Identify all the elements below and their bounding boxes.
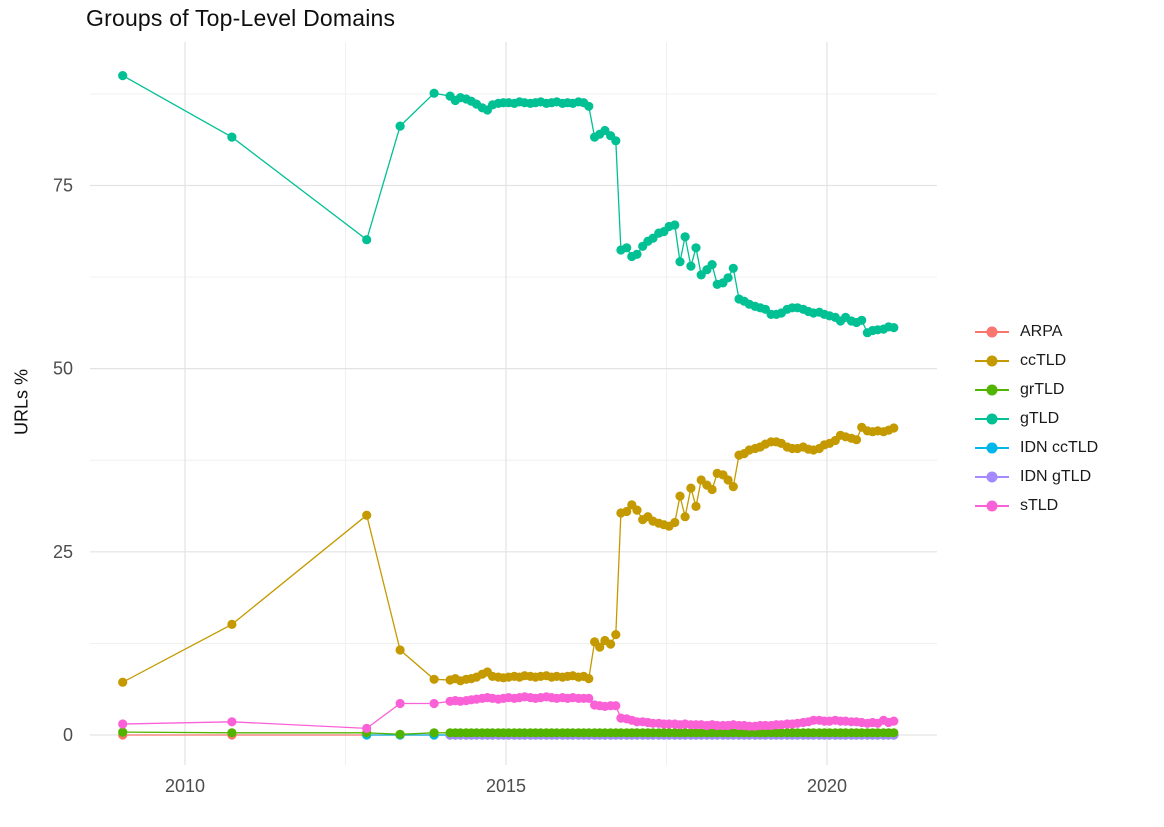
axis-tick-labels: 2010 2015 2020 0 25 50 75 xyxy=(53,175,847,796)
x-tick-label: 2010 xyxy=(165,776,205,796)
legend-item-idn-gtld: IDN gTLD xyxy=(975,462,1098,491)
legend-label: sTLD xyxy=(1020,496,1059,514)
series-grtld xyxy=(118,727,899,739)
y-axis-title: URLs % xyxy=(11,368,32,436)
y-tick-label: 75 xyxy=(53,175,73,195)
gridlines xyxy=(90,42,937,765)
legend-marker-icon xyxy=(975,325,1009,338)
y-tick-label: 25 xyxy=(53,542,73,562)
legend-marker-icon xyxy=(975,383,1009,396)
chart-title: Groups of Top-Level Domains xyxy=(86,5,396,31)
legend-item-cctld: ccTLD xyxy=(975,346,1098,375)
series-cctld xyxy=(118,422,899,687)
legend-marker-icon xyxy=(975,441,1009,454)
y-tick-label: 0 xyxy=(63,725,73,745)
x-tick-label: 2015 xyxy=(486,776,526,796)
legend-marker-icon xyxy=(975,412,1009,425)
legend-item-stld: sTLD xyxy=(975,491,1098,520)
legend-marker-icon xyxy=(975,499,1009,512)
legend-label: gTLD xyxy=(1020,409,1060,427)
legend-item-gtld: gTLD xyxy=(975,404,1098,433)
legend-label: grTLD xyxy=(1020,380,1065,398)
legend-item-grtld: grTLD xyxy=(975,375,1098,404)
legend: ARPA ccTLD grTLD gTLD IDN ccTLD IDN gTLD… xyxy=(975,317,1098,520)
legend-label: ccTLD xyxy=(1020,351,1067,369)
legend-item-arpa: ARPA xyxy=(975,317,1098,346)
y-tick-label: 50 xyxy=(53,359,73,379)
series-gtld xyxy=(118,71,899,338)
legend-marker-icon xyxy=(975,470,1009,483)
x-tick-label: 2020 xyxy=(807,776,847,796)
legend-marker-icon xyxy=(975,354,1009,367)
legend-label: IDN ccTLD xyxy=(1020,438,1099,456)
series-stld xyxy=(118,692,899,734)
legend-label: ARPA xyxy=(1020,322,1063,340)
legend-item-idn-cctld: IDN ccTLD xyxy=(975,433,1098,462)
legend-label: IDN gTLD xyxy=(1020,467,1092,485)
